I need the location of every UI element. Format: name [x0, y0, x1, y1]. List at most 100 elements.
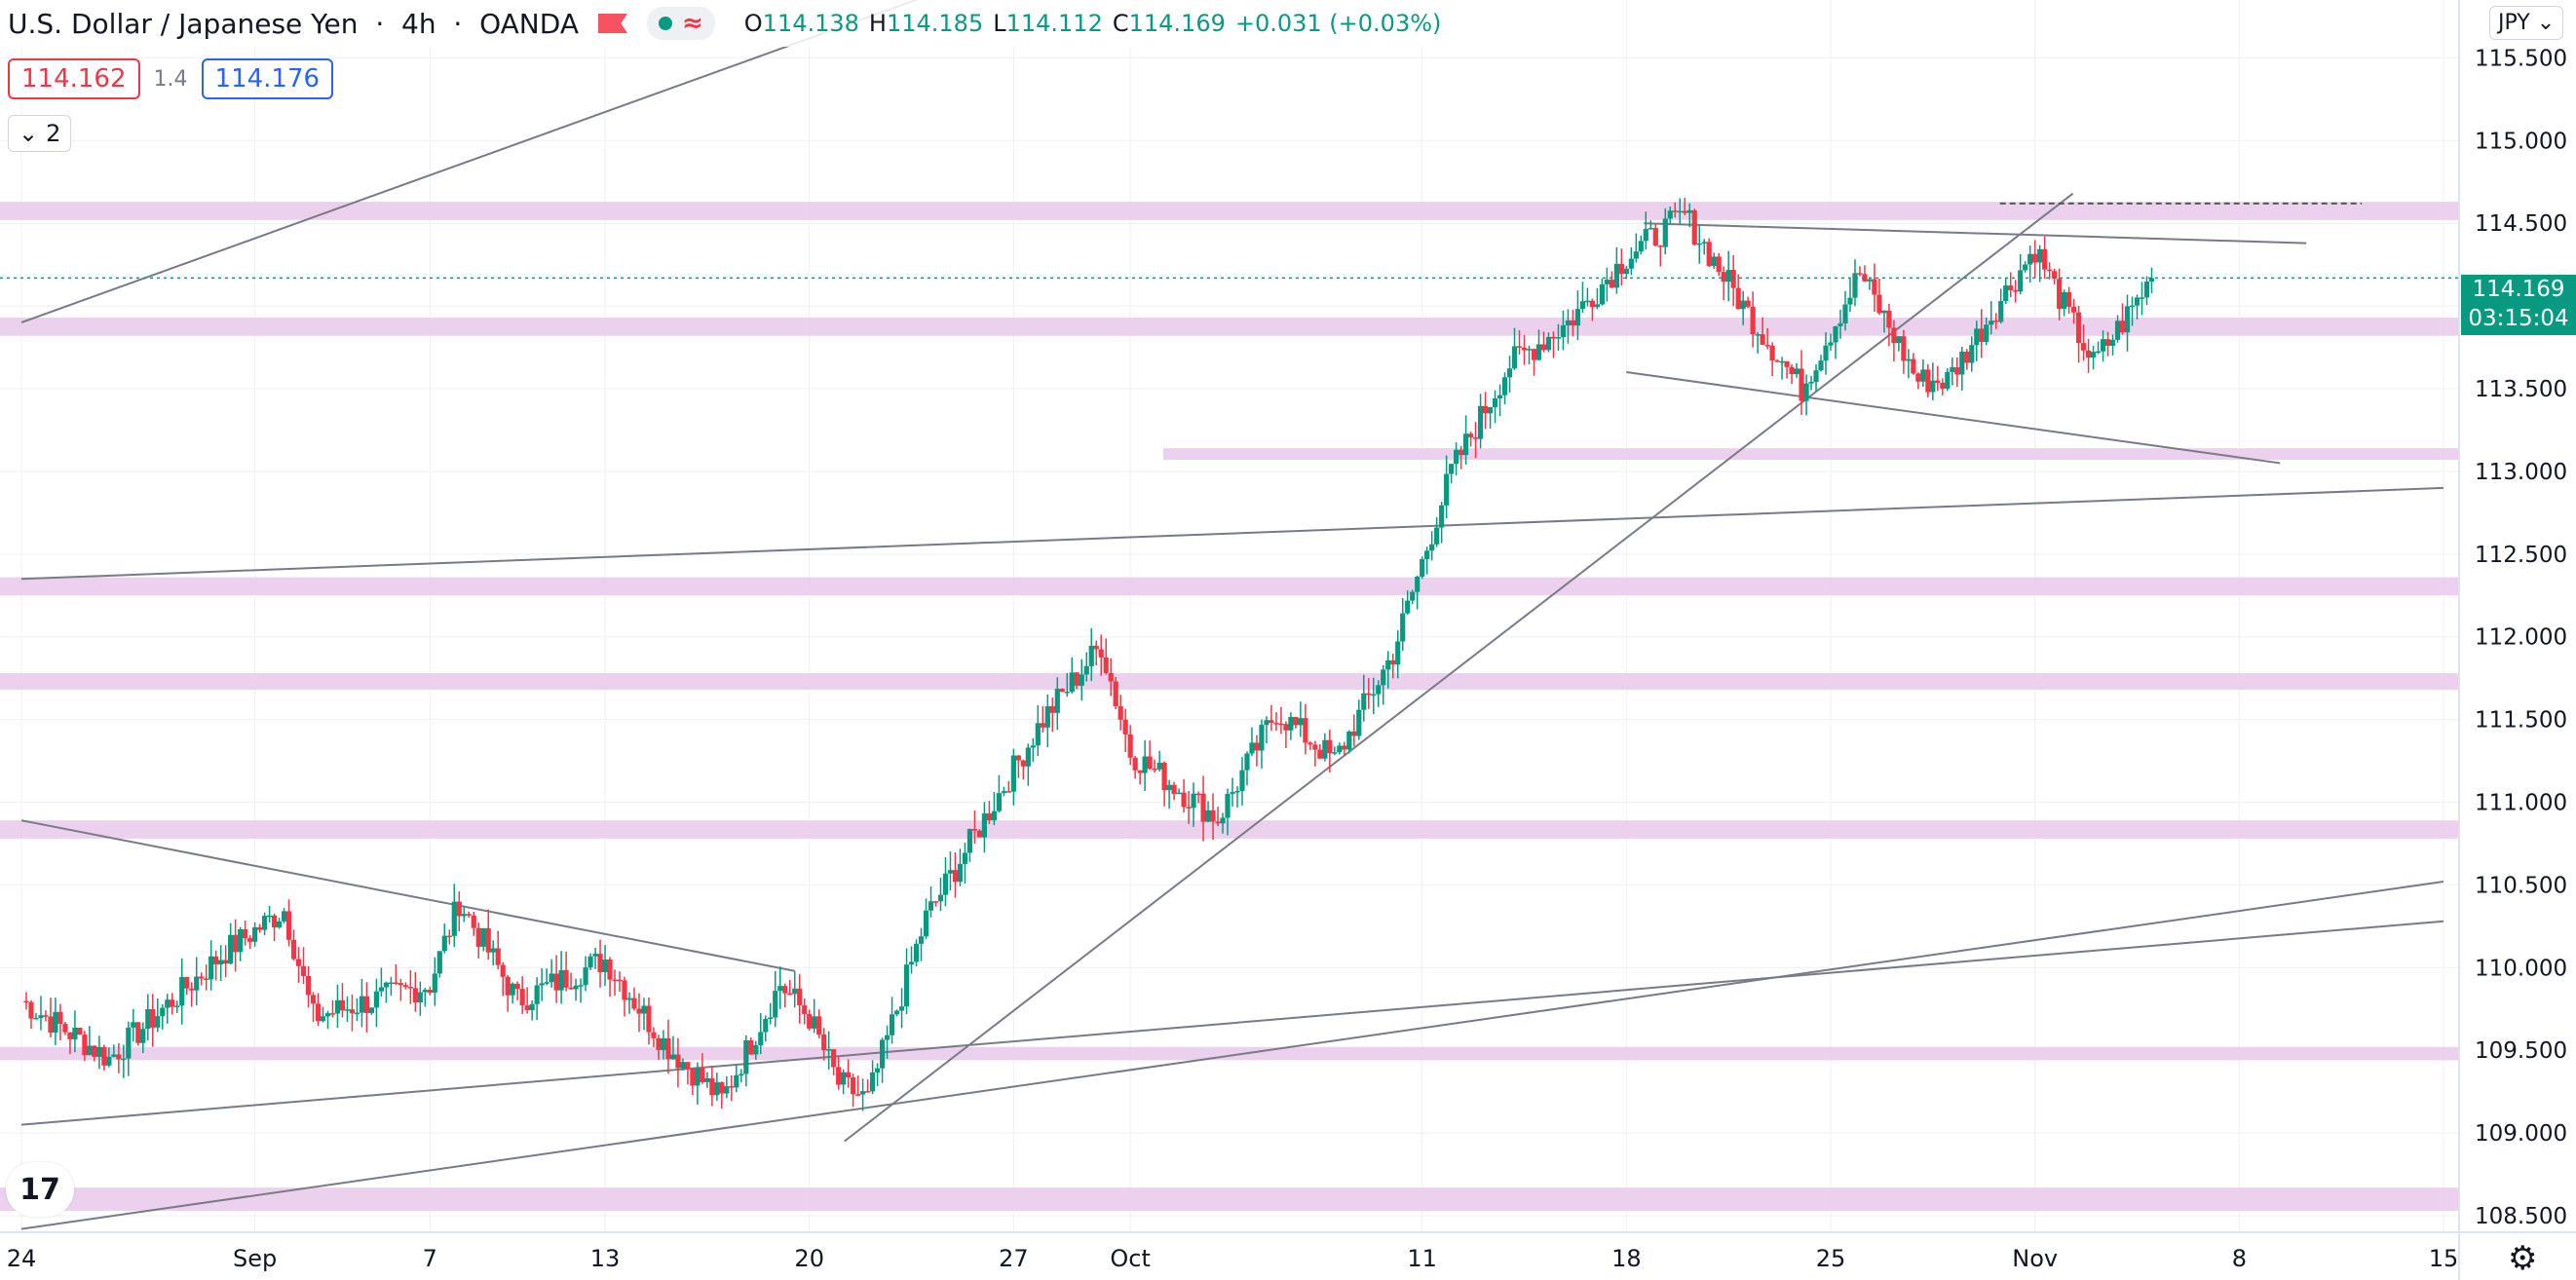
candle-body[interactable] [1891, 327, 1897, 344]
candle-body[interactable] [1974, 328, 1980, 346]
candle-body[interactable] [1376, 685, 1382, 695]
candle-body[interactable] [1210, 809, 1216, 822]
candle-body[interactable] [641, 1005, 647, 1014]
candle-body[interactable] [1342, 745, 1347, 750]
candle-body[interactable] [1259, 725, 1265, 751]
candle-body[interactable] [519, 989, 525, 1006]
candle-body[interactable] [1730, 270, 1736, 288]
candle-body[interactable] [626, 998, 632, 1000]
candle-body[interactable] [1463, 433, 1469, 456]
candle-body[interactable] [1337, 745, 1343, 753]
trend-line[interactable] [20, 486, 2444, 581]
candle-body[interactable] [402, 985, 408, 988]
candle-body[interactable] [932, 901, 939, 903]
candle-body[interactable] [485, 927, 491, 953]
candle-body[interactable] [1283, 724, 1289, 731]
candle-body[interactable] [257, 926, 263, 930]
support-resistance-zone[interactable] [0, 202, 2459, 220]
candle-body[interactable] [1317, 749, 1323, 759]
candle-body[interactable] [1506, 368, 1513, 378]
candle-body[interactable] [150, 1008, 156, 1028]
candle-body[interactable] [490, 948, 496, 953]
candle-body[interactable] [1915, 373, 1921, 382]
candle-body[interactable] [228, 934, 234, 964]
candle-body[interactable] [495, 948, 501, 965]
candle-body[interactable] [2047, 269, 2053, 272]
candle-body[interactable] [1784, 360, 1790, 367]
candle-body[interactable] [1439, 505, 1445, 528]
candle-body[interactable] [1555, 337, 1562, 339]
candle-body[interactable] [1750, 306, 1756, 335]
candle-body[interactable] [1468, 433, 1474, 437]
candle-body[interactable] [2114, 320, 2121, 340]
candle-body[interactable] [43, 1015, 49, 1017]
candle-body[interactable] [1220, 817, 1226, 824]
candle-body[interactable] [1501, 377, 1508, 395]
currency-selector[interactable]: JPY ⌄ [2489, 6, 2564, 40]
candle-body[interactable] [2023, 264, 2028, 271]
candle-body[interactable] [359, 996, 365, 1013]
candle-body[interactable] [1332, 752, 1338, 754]
candle-body[interactable] [1385, 659, 1391, 670]
candle-body[interactable] [782, 986, 788, 994]
candle-body[interactable] [568, 987, 574, 990]
candle-body[interactable] [923, 910, 929, 937]
candle-body[interactable] [1760, 334, 1765, 345]
candle-body[interactable] [1794, 368, 1799, 375]
candle-body[interactable] [1059, 689, 1065, 693]
candle-body[interactable] [1808, 382, 1814, 384]
candle-body[interactable] [339, 999, 346, 1011]
candle-body[interactable] [1911, 358, 1916, 374]
candle-body[interactable] [903, 964, 910, 1007]
candle-body[interactable] [1979, 328, 1985, 342]
candle-body[interactable] [300, 965, 307, 976]
candle-body[interactable] [1234, 790, 1240, 793]
candle-body[interactable] [592, 954, 598, 957]
candle-body[interactable] [1984, 324, 1989, 342]
candle-body[interactable] [797, 988, 803, 1006]
candle-body[interactable] [991, 810, 997, 821]
indicators-toggle-button[interactable]: ⌄ 2 [8, 115, 72, 152]
candle-body[interactable] [1594, 304, 1600, 308]
candle-body[interactable] [1361, 693, 1367, 710]
candle-body[interactable] [2042, 248, 2048, 270]
candle-body[interactable] [2143, 282, 2150, 298]
candle-body[interactable] [135, 1022, 141, 1043]
candle-body[interactable] [204, 978, 209, 981]
candle-body[interactable] [2085, 350, 2092, 358]
candle-body[interactable] [1691, 209, 1697, 245]
trend-line[interactable] [20, 881, 2444, 1230]
candle-body[interactable] [28, 1001, 34, 1019]
candle-body[interactable] [1648, 228, 1653, 230]
candle-body[interactable] [1181, 792, 1187, 808]
candle-body[interactable] [1400, 613, 1406, 642]
candle-body[interactable] [860, 1091, 866, 1095]
candle-body[interactable] [1147, 756, 1153, 770]
candle-body[interactable] [344, 1009, 351, 1011]
candle-body[interactable] [1618, 263, 1624, 275]
candle-body[interactable] [831, 1049, 837, 1068]
candle-body[interactable] [1040, 723, 1045, 728]
candle-body[interactable] [1366, 693, 1372, 696]
candle-body[interactable] [412, 988, 418, 1003]
candle-body[interactable] [388, 982, 394, 985]
candle-body[interactable] [675, 1054, 681, 1069]
candle-body[interactable] [1940, 382, 1946, 389]
candle-body[interactable] [937, 894, 944, 902]
candle-body[interactable] [587, 956, 593, 968]
candle-body[interactable] [966, 828, 973, 853]
candle-body[interactable] [1410, 591, 1416, 601]
candle-body[interactable] [670, 1054, 676, 1060]
candle-body[interactable] [285, 911, 292, 940]
candle-body[interactable] [471, 915, 476, 928]
candle-body[interactable] [1171, 784, 1177, 795]
sell-button[interactable]: 114.162 [8, 58, 140, 99]
candle-body[interactable] [802, 1005, 808, 1014]
candle-body[interactable] [1356, 709, 1362, 736]
candle-body[interactable] [1657, 245, 1663, 247]
candle-body[interactable] [1205, 809, 1211, 822]
candle-body[interactable] [2062, 291, 2067, 309]
candle-body[interactable] [1842, 304, 1848, 323]
candle-body[interactable] [1244, 753, 1250, 771]
candle-body[interactable] [77, 1028, 83, 1035]
